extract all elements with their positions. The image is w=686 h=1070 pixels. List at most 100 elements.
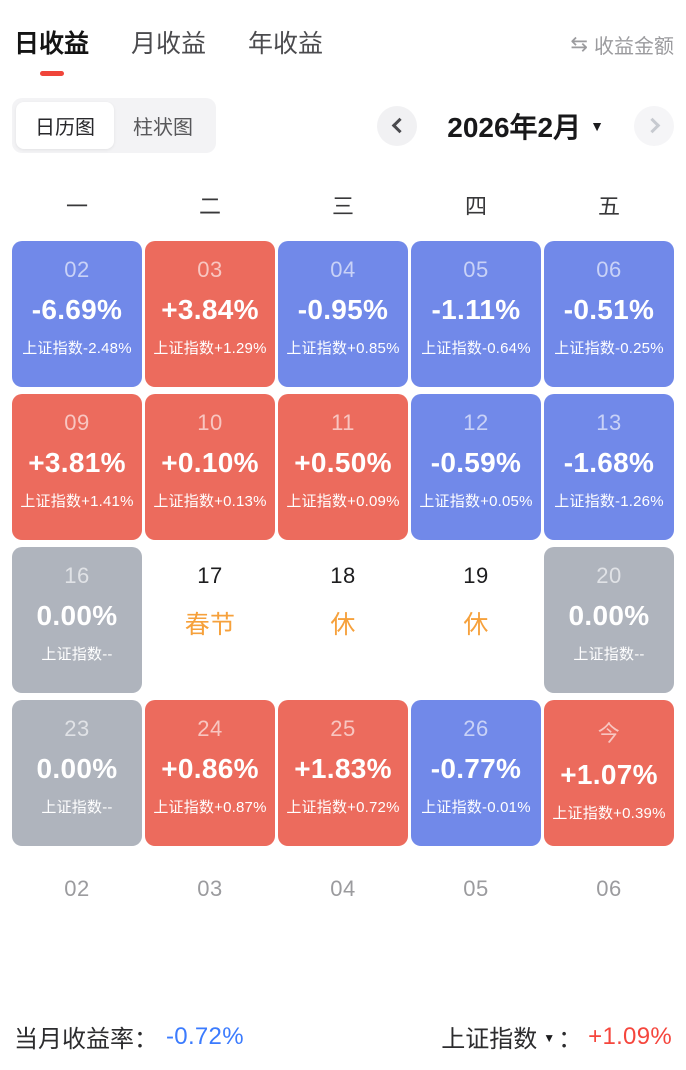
weekday-header-row: 一二三四五	[12, 189, 674, 221]
tab-yearly-return[interactable]: 年收益	[248, 24, 323, 76]
cell-index-change: 上证指数+0.13%	[153, 493, 267, 510]
cell-date: 05	[463, 257, 489, 282]
calendar-cell-17: 17 春节	[145, 547, 275, 693]
weekday-header: 五	[597, 194, 620, 219]
chart-type-segmented-control: 日历图 柱状图	[12, 98, 216, 153]
return-calendar-grid: 02 -6.69% 上证指数-2.48% 03 +3.84% 上证指数+1.29% 04 -0…	[12, 241, 674, 846]
top-tab-bar: 日收益 月收益 年收益 ⇆ 收益金额	[12, 0, 674, 76]
cell-return-value: -0.59%	[430, 447, 522, 478]
weekday-header: 三	[331, 194, 354, 219]
cell-return-value: +1.83%	[294, 753, 392, 784]
cell-return-value: -1.11%	[431, 294, 521, 325]
weekday-header: 一	[65, 194, 88, 219]
calendar-row: 23 0.00% 上证指数-- 24 +0.86% 上证指数+0.87% 25 +1.83% 上…	[12, 700, 674, 846]
calendar-cell-19: 19 休	[411, 547, 541, 693]
controls-row: 日历图 柱状图 2026年2月 ▼	[12, 98, 674, 153]
index-return-value: +1.09%	[588, 1022, 672, 1050]
tab-daily-return-label: 日收益	[14, 30, 90, 58]
cell-index-change: 上证指数-0.64%	[421, 340, 531, 357]
segment-bar-view[interactable]: 柱状图	[133, 117, 193, 139]
index-summary-selector[interactable]: 上证指数 ▼ ： +1.09%	[441, 1019, 672, 1054]
calendar-cell-03[interactable]: 03 +3.84% 上证指数+1.29%	[145, 241, 275, 387]
month-return-label: 当月收益率：	[14, 1026, 158, 1053]
chevron-left-icon	[391, 117, 408, 134]
prev-month-button[interactable]	[377, 105, 418, 146]
calendar-row: 02 -6.69% 上证指数-2.48% 03 +3.84% 上证指数+1.29% 04 -0…	[12, 241, 674, 387]
calendar-cell-04[interactable]: 04 -0.95% 上证指数+0.85%	[278, 241, 408, 387]
tab-daily-return[interactable]: 日收益	[14, 24, 89, 76]
calendar-cell-11[interactable]: 11 +0.50% 上证指数+0.09%	[278, 394, 408, 540]
chevron-down-icon: ▼	[590, 117, 604, 134]
switch-to-amount-label: 收益金额	[594, 36, 674, 58]
month-return-summary: 当月收益率： -0.72%	[14, 1019, 244, 1054]
active-tab-underline	[39, 71, 64, 76]
cell-holiday-label: 休	[463, 611, 489, 639]
cell-index-change: 上证指数+0.72%	[286, 799, 400, 816]
calendar-cell-10[interactable]: 10 +0.10% 上证指数+0.13%	[145, 394, 275, 540]
chevron-down-icon: ▼	[543, 1030, 556, 1045]
cell-date: 13	[596, 410, 622, 435]
calendar-cell-20[interactable]: 20 0.00% 上证指数--	[544, 547, 674, 693]
footer-date-row: 02 03 04 05 06	[12, 876, 674, 902]
next-month-button[interactable]	[634, 105, 674, 146]
tab-monthly-return[interactable]: 月收益	[131, 24, 206, 76]
cell-return-value: 0.00%	[36, 753, 118, 784]
calendar-cell-26[interactable]: 26 -0.77% 上证指数-0.01%	[411, 700, 541, 846]
month-selector[interactable]: 2026年2月 ▼	[447, 106, 604, 146]
cell-date: 06	[596, 257, 622, 282]
calendar-cell-16[interactable]: 16 0.00% 上证指数--	[12, 547, 142, 693]
switch-to-amount-button[interactable]: ⇆ 收益金额	[570, 30, 674, 59]
cell-date: 20	[596, 563, 622, 588]
cell-index-change: 上证指数+1.29%	[153, 340, 267, 357]
cell-date: 24	[197, 716, 223, 741]
month-title: 2026年2月	[447, 111, 582, 143]
cell-index-change: 上证指数-0.25%	[554, 340, 664, 357]
cell-date: 10	[197, 410, 223, 435]
cell-index-change: 上证指数+0.39%	[552, 805, 666, 822]
cell-return-value: +0.50%	[294, 447, 392, 478]
calendar-cell-23[interactable]: 23 0.00% 上证指数--	[12, 700, 142, 846]
return-period-tabs: 日收益 月收益 年收益	[12, 24, 323, 76]
calendar-cell-05[interactable]: 05 -1.11% 上证指数-0.64%	[411, 241, 541, 387]
calendar-row: 09 +3.81% 上证指数+1.41% 10 +0.10% 上证指数+0.13% 11 +0…	[12, 394, 674, 540]
calendar-cell-12[interactable]: 12 -0.59% 上证指数+0.05%	[411, 394, 541, 540]
cell-date: 25	[330, 716, 356, 741]
cell-return-value: +0.10%	[161, 447, 259, 478]
footer-date: 04	[330, 876, 356, 901]
cell-holiday-label: 春节	[184, 611, 236, 639]
swap-arrows-icon: ⇆	[570, 33, 588, 56]
segment-calendar-view[interactable]: 日历图	[16, 102, 114, 149]
cell-return-value: +0.86%	[161, 753, 259, 784]
weekday-header: 二	[198, 194, 221, 219]
cell-date: 18	[330, 563, 356, 588]
cell-date: 03	[197, 257, 223, 282]
cell-return-value: -0.95%	[297, 294, 389, 325]
cell-index-change: 上证指数-1.26%	[554, 493, 664, 510]
calendar-cell-02[interactable]: 02 -6.69% 上证指数-2.48%	[12, 241, 142, 387]
calendar-cell-今[interactable]: 今 +1.07% 上证指数+0.39%	[544, 700, 674, 846]
cell-date: 02	[64, 257, 90, 282]
cell-return-value: 0.00%	[568, 600, 650, 631]
calendar-cell-25[interactable]: 25 +1.83% 上证指数+0.72%	[278, 700, 408, 846]
index-name-label: 上证指数	[441, 1026, 538, 1053]
cell-return-value: -0.51%	[563, 294, 655, 325]
index-colon: ：	[558, 1026, 583, 1053]
cell-index-change: 上证指数--	[41, 646, 113, 663]
cell-return-value: -6.69%	[31, 294, 123, 325]
calendar-cell-24[interactable]: 24 +0.86% 上证指数+0.87%	[145, 700, 275, 846]
calendar-cell-09[interactable]: 09 +3.81% 上证指数+1.41%	[12, 394, 142, 540]
cell-index-change: 上证指数+0.05%	[419, 493, 533, 510]
tab-yearly-return-label: 年收益	[248, 30, 324, 58]
cell-index-change: 上证指数-2.48%	[22, 340, 132, 357]
cell-return-value: -0.77%	[430, 753, 522, 784]
cell-date: 26	[463, 716, 489, 741]
cell-date: 16	[64, 563, 90, 588]
cell-return-value: -1.68%	[563, 447, 655, 478]
calendar-cell-06[interactable]: 06 -0.51% 上证指数-0.25%	[544, 241, 674, 387]
cell-date: 11	[331, 410, 355, 435]
footer-date: 06	[596, 876, 622, 901]
calendar-cell-13[interactable]: 13 -1.68% 上证指数-1.26%	[544, 394, 674, 540]
chevron-right-icon	[644, 117, 660, 134]
calendar-row: 16 0.00% 上证指数-- 17 春节 18 休 19 休 20 0.00% 上证指数--	[12, 547, 674, 693]
month-navigation: 2026年2月 ▼	[377, 105, 674, 146]
